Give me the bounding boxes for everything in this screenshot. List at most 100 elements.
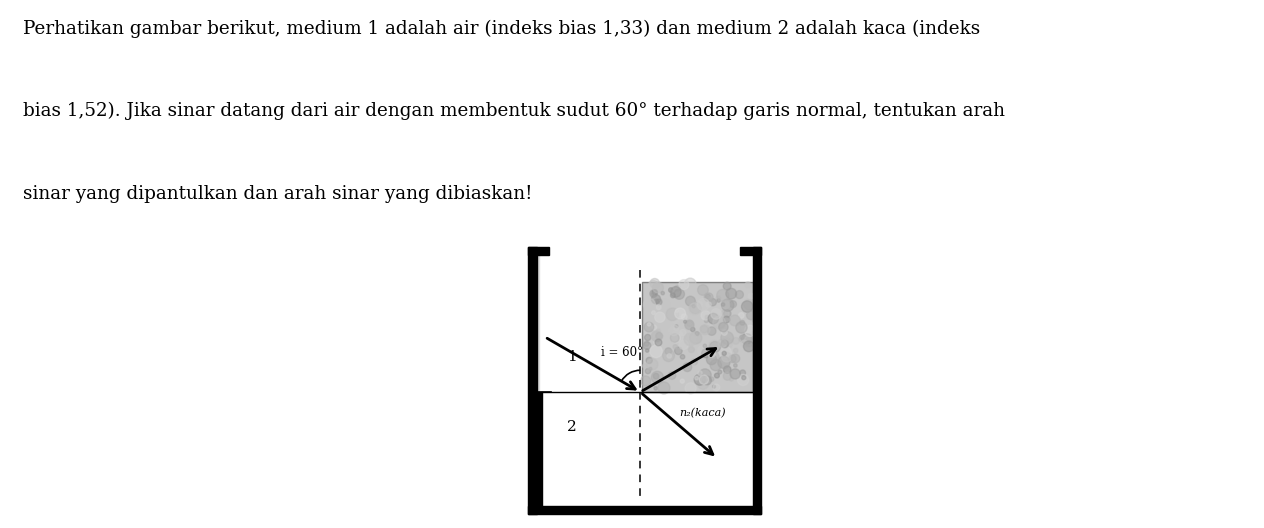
Circle shape: [689, 347, 694, 353]
Circle shape: [646, 357, 652, 364]
Circle shape: [719, 323, 728, 332]
Circle shape: [709, 342, 720, 352]
Text: bias 1,52). Jika sinar datang dari air dengan membentuk sudut 60° terhadap garis: bias 1,52). Jika sinar datang dari air d…: [23, 102, 1005, 120]
Circle shape: [648, 367, 652, 371]
Circle shape: [690, 303, 702, 314]
Circle shape: [645, 322, 653, 332]
Circle shape: [739, 320, 744, 325]
Circle shape: [717, 289, 729, 301]
Circle shape: [645, 369, 651, 374]
Bar: [537, 392, 542, 506]
Circle shape: [684, 333, 696, 346]
Circle shape: [707, 302, 712, 307]
Text: 2: 2: [568, 420, 576, 434]
Circle shape: [675, 308, 685, 319]
Circle shape: [655, 337, 660, 342]
Circle shape: [643, 341, 648, 346]
Circle shape: [647, 323, 651, 326]
Circle shape: [731, 354, 739, 363]
Circle shape: [655, 339, 662, 346]
Circle shape: [661, 291, 665, 295]
Bar: [528, 506, 761, 514]
Circle shape: [704, 293, 713, 302]
Circle shape: [648, 280, 659, 291]
Circle shape: [726, 288, 737, 299]
Circle shape: [722, 303, 724, 306]
Circle shape: [714, 373, 719, 378]
Circle shape: [713, 316, 726, 329]
Circle shape: [739, 336, 746, 342]
Circle shape: [686, 320, 693, 326]
Text: 1: 1: [568, 350, 576, 364]
Circle shape: [652, 289, 657, 295]
Circle shape: [679, 340, 689, 350]
Circle shape: [713, 384, 719, 391]
Circle shape: [653, 339, 660, 345]
Circle shape: [684, 320, 686, 323]
Circle shape: [708, 351, 719, 362]
Circle shape: [699, 369, 712, 381]
Circle shape: [656, 299, 662, 305]
Circle shape: [675, 347, 683, 355]
Circle shape: [680, 355, 685, 359]
Circle shape: [683, 363, 691, 372]
Circle shape: [743, 299, 755, 310]
Circle shape: [742, 376, 746, 380]
Circle shape: [698, 298, 709, 310]
Circle shape: [722, 329, 727, 335]
Circle shape: [665, 348, 671, 354]
Circle shape: [698, 285, 708, 295]
Circle shape: [659, 335, 662, 339]
Circle shape: [643, 298, 656, 310]
Circle shape: [672, 290, 676, 293]
Bar: [528, 247, 537, 514]
Circle shape: [690, 332, 702, 344]
Circle shape: [651, 371, 664, 383]
Text: Perhatikan gambar berikut, medium 1 adalah air (indeks bias 1,33) dan medium 2 a: Perhatikan gambar berikut, medium 1 adal…: [23, 20, 980, 37]
Circle shape: [723, 314, 733, 324]
Circle shape: [722, 299, 734, 312]
Circle shape: [674, 289, 684, 299]
Circle shape: [695, 332, 699, 335]
Circle shape: [739, 335, 744, 340]
Circle shape: [743, 341, 755, 352]
Circle shape: [675, 309, 679, 312]
Circle shape: [744, 325, 756, 336]
Circle shape: [744, 282, 751, 288]
Circle shape: [656, 305, 661, 309]
Circle shape: [685, 320, 694, 329]
Circle shape: [690, 361, 695, 366]
Circle shape: [666, 308, 679, 320]
Circle shape: [736, 322, 747, 333]
Circle shape: [712, 336, 719, 344]
Circle shape: [689, 303, 700, 315]
Circle shape: [709, 341, 719, 351]
Circle shape: [651, 295, 661, 304]
Text: sinar yang dipantulkan dan arah sinar yang dibiaskan!: sinar yang dipantulkan dan arah sinar ya…: [23, 185, 532, 203]
Circle shape: [702, 311, 710, 320]
Circle shape: [718, 356, 729, 369]
Circle shape: [651, 311, 655, 315]
Circle shape: [670, 287, 681, 297]
Circle shape: [708, 327, 715, 335]
Circle shape: [671, 331, 684, 342]
Circle shape: [705, 315, 708, 318]
Circle shape: [690, 327, 695, 332]
Circle shape: [652, 325, 657, 330]
Circle shape: [733, 364, 737, 367]
Circle shape: [739, 370, 746, 375]
Circle shape: [646, 349, 648, 352]
Text: i = 60°: i = 60°: [602, 346, 643, 359]
Circle shape: [742, 320, 753, 333]
Circle shape: [675, 325, 678, 328]
Bar: [741, 247, 761, 255]
Circle shape: [650, 290, 657, 297]
Circle shape: [720, 340, 728, 348]
Circle shape: [718, 339, 727, 347]
Circle shape: [710, 360, 722, 371]
Circle shape: [660, 299, 670, 309]
Bar: [642, 281, 752, 392]
Circle shape: [698, 378, 709, 389]
Circle shape: [729, 301, 737, 307]
Circle shape: [653, 373, 659, 379]
